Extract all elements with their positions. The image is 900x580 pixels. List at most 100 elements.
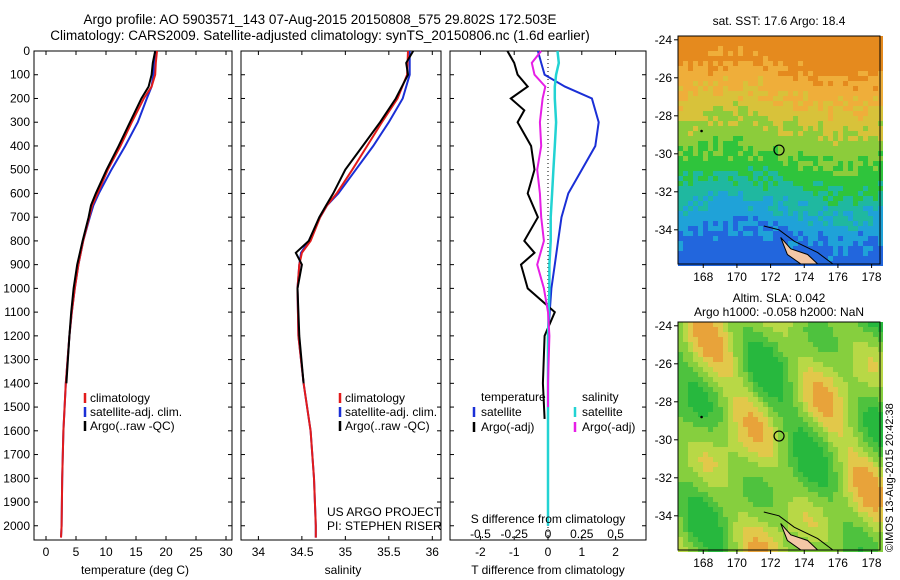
map-cell [848,206,853,211]
map-cell [808,362,813,367]
map-cell [848,492,853,497]
map-cell [773,372,778,377]
map-cell [858,211,863,216]
map-cell [718,251,723,256]
map-cell [733,66,738,71]
map-cell [733,181,738,186]
map-cell [678,111,683,116]
map-cell [808,467,813,472]
map-cell [688,367,693,372]
map-cell [818,216,823,221]
map-cell [713,106,718,111]
map-cell [728,36,733,41]
map-cell [688,106,693,111]
map-cell [863,86,868,91]
map-cell [733,407,738,412]
map-cell [688,141,693,146]
map-cell [788,116,793,121]
map-cell [803,482,808,487]
map-cell [708,502,713,507]
map-cell [708,66,713,71]
map-cell [683,412,688,417]
map-cell [838,256,843,261]
map-cell [763,216,768,221]
map-cell [713,196,718,201]
map-cell [873,417,878,422]
map-cell [688,427,693,432]
map-cell [863,246,868,251]
map-cell [858,221,863,226]
map-cell [858,502,863,507]
map-cell [718,131,723,136]
lat-tick-label: -24 [655,319,673,333]
map-cell [848,367,853,372]
map-cell [703,332,708,337]
map-cell [693,41,698,46]
map-cell [838,502,843,507]
map-cell [703,61,708,66]
x-tick-label: -1 [509,545,520,559]
map-cell [793,392,798,397]
map-cell [743,477,748,482]
map-cell [863,487,868,492]
map-cell [698,437,703,442]
map-cell [813,116,818,121]
map-cell [688,417,693,422]
map-cell [828,482,833,487]
map-cell [828,171,833,176]
map-cell [778,507,783,512]
map-cell [818,332,823,337]
map-cell [808,377,813,382]
map-cell [858,347,863,352]
map-cell [863,206,868,211]
map-cell [693,337,698,342]
map-cell [748,412,753,417]
map-cell [683,437,688,442]
map-cell [868,542,873,547]
map-cell [823,417,828,422]
map-cell [728,71,733,76]
map-cell [823,537,828,542]
map-cell [728,101,733,106]
map-cell [773,126,778,131]
map-cell [708,382,713,387]
map-cell [853,251,858,256]
map-cell [873,527,878,532]
map-cell [738,327,743,332]
map-cell [838,337,843,342]
map-cell [838,126,843,131]
map-cell [793,402,798,407]
map-cell [873,487,878,492]
map-cell [838,136,843,141]
map-cell [703,377,708,382]
map-cell [698,141,703,146]
plot-header: Argo profile: AO 5903571_143 07-Aug-2015… [0,12,640,44]
map-cell [773,121,778,126]
map-cell [833,502,838,507]
map-cell [828,512,833,517]
map-cell [723,126,728,131]
map-cell [808,76,813,81]
map-cell [803,121,808,126]
map-cell [863,332,868,337]
map-cell [813,141,818,146]
map-cell [768,417,773,422]
map-cell [838,196,843,201]
map-cell [823,367,828,372]
map-cell [768,246,773,251]
island-dot [700,415,703,419]
map-cell [823,71,828,76]
map-cell [693,427,698,432]
map-cell [808,216,813,221]
map-cell [718,542,723,547]
map-cell [743,457,748,462]
map-cell [678,56,683,61]
map-cell [813,171,818,176]
map-cell [728,332,733,337]
map-cell [698,246,703,251]
map-cell [863,447,868,452]
map-cell [798,447,803,452]
map-cell [713,487,718,492]
map-cell [758,497,763,502]
map-cell [868,161,873,166]
